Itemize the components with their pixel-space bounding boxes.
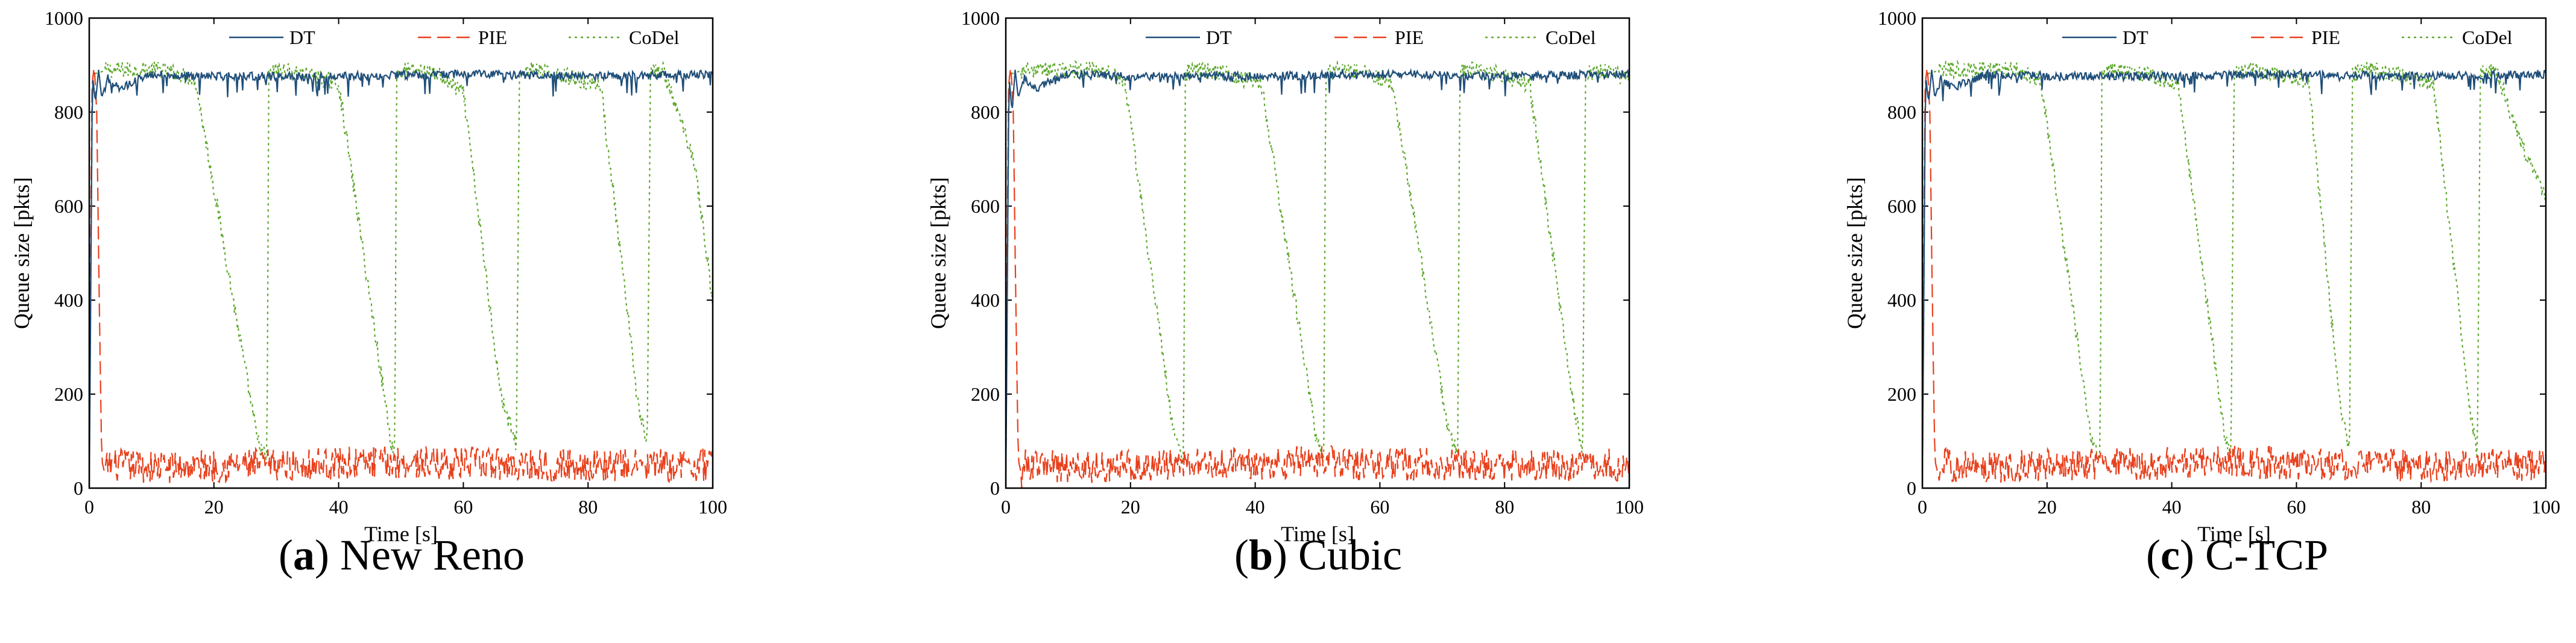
plot-frame — [1921, 17, 2547, 489]
x-tick-label: 0 — [1918, 496, 1927, 518]
series-line-codel — [89, 60, 713, 488]
legend-label-codel: CoDel — [629, 27, 680, 48]
y-tick-label: 400 — [971, 289, 1000, 311]
y-tick-label: 200 — [971, 383, 1000, 405]
y-tick-label: 400 — [54, 289, 83, 311]
x-tick-label: 0 — [1001, 496, 1011, 518]
y-axis-label: Queue size [pkts] — [10, 177, 34, 329]
x-tick-label: 40 — [1246, 496, 1265, 518]
y-tick-label: 1000 — [961, 7, 1000, 29]
x-tick-label: 60 — [453, 496, 473, 518]
y-axis-label: Queue size [pkts] — [1843, 177, 1867, 329]
y-tick-label: 0 — [1907, 477, 1916, 499]
legend: DT PIE CoDel — [2062, 27, 2513, 48]
x-tick-label: 20 — [1121, 496, 1140, 518]
y-tick-label: 600 — [971, 195, 1000, 217]
y-axis-label: Queue size [pkts] — [926, 177, 950, 329]
x-tick-label: 40 — [2162, 496, 2182, 518]
y-tick-label: 800 — [54, 101, 83, 123]
legend: DT PIE CoDel — [1146, 27, 1596, 48]
x-tick-label: 60 — [1370, 496, 1389, 518]
x-tick-label: 100 — [698, 496, 727, 518]
caption-c-letter: c — [2160, 531, 2180, 579]
series-line-pie — [1922, 67, 2546, 488]
legend-label-codel: CoDel — [2462, 27, 2513, 48]
legend-label-dt: DT — [1206, 27, 1232, 48]
x-tick-label: 20 — [2038, 496, 2057, 518]
legend-label-pie: PIE — [1395, 27, 1424, 48]
y-tick-label: 0 — [74, 477, 83, 499]
x-tick-label: 0 — [84, 496, 94, 518]
series-group — [1922, 59, 2546, 488]
y-tick-label: 1000 — [1878, 7, 1916, 29]
x-tick-label: 80 — [2411, 496, 2431, 518]
caption-c-text: C-TCP — [2205, 531, 2328, 579]
x-tick-label: 60 — [2287, 496, 2306, 518]
plot-frame — [1005, 17, 1631, 489]
series-line-codel — [1922, 59, 2546, 488]
x-axis-label: Time [s] — [1281, 522, 1354, 546]
series-line-codel — [1006, 60, 1629, 488]
series-group — [1006, 60, 1629, 488]
x-axis-label: Time [s] — [2197, 522, 2271, 546]
legend-label-pie: PIE — [2311, 27, 2340, 48]
x-tick-label: 100 — [1615, 496, 1644, 518]
series-group — [89, 60, 713, 488]
x-axis-label: Time [s] — [364, 522, 438, 546]
x-tick-label: 80 — [1495, 496, 1514, 518]
caption-b-letter: b — [1248, 531, 1274, 579]
series-line-dt — [1006, 67, 1629, 488]
x-tick-label: 100 — [2531, 496, 2560, 518]
legend-label-dt: DT — [2123, 27, 2148, 48]
caption-a: (a) New Reno — [279, 531, 525, 579]
y-tick-label: 200 — [1887, 383, 1916, 405]
series-line-pie — [89, 67, 713, 488]
series-line-pie — [1006, 67, 1629, 488]
y-tick-label: 600 — [54, 195, 83, 217]
x-tick-label: 80 — [578, 496, 598, 518]
y-tick-label: 0 — [990, 477, 1000, 499]
series-line-dt — [1922, 67, 2546, 488]
y-tick-label: 400 — [1887, 289, 1916, 311]
caption-a-text: New Reno — [340, 531, 525, 579]
caption-b-text: Cubic — [1298, 531, 1402, 579]
series-line-dt — [89, 68, 713, 488]
caption-c: (c) C-TCP — [2146, 531, 2328, 579]
y-tick-label: 800 — [971, 101, 1000, 123]
caption-b: (b) Cubic — [1234, 531, 1402, 579]
legend-label-pie: PIE — [478, 27, 507, 48]
y-tick-label: 600 — [1887, 195, 1916, 217]
x-tick-label: 20 — [204, 496, 224, 518]
plot-frame — [88, 17, 714, 489]
y-tick-label: 200 — [54, 383, 83, 405]
x-tick-label: 40 — [329, 496, 349, 518]
y-tick-label: 800 — [1887, 101, 1916, 123]
caption-a-letter: a — [293, 531, 315, 579]
y-tick-label: 1000 — [45, 7, 83, 29]
legend: DT PIE CoDel — [229, 27, 680, 48]
legend-label-codel: CoDel — [1545, 27, 1596, 48]
legend-label-dt: DT — [289, 27, 315, 48]
